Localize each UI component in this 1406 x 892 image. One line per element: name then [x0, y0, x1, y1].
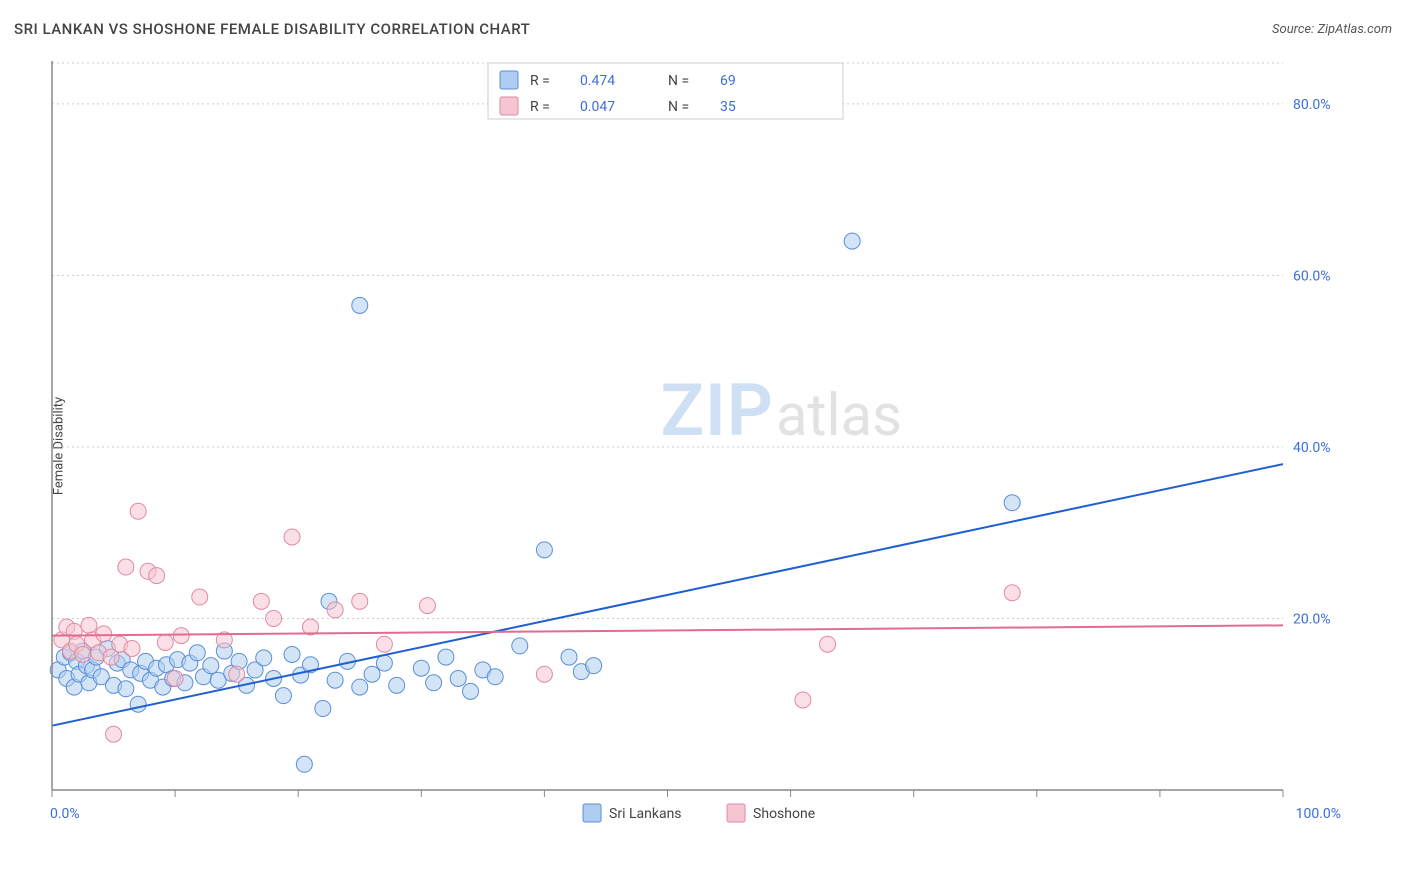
source-attribution: Source: ZipAtlas.com [1272, 22, 1392, 37]
data-point [327, 602, 343, 618]
data-point [229, 666, 245, 682]
source-prefix: Source: [1272, 22, 1317, 37]
data-point [118, 681, 134, 697]
data-point [352, 679, 368, 695]
data-point [426, 675, 442, 691]
data-point [284, 529, 300, 545]
data-point [124, 640, 140, 656]
data-point [795, 692, 811, 708]
legend-r-label: R = [530, 99, 550, 115]
data-point [157, 634, 173, 650]
data-point [376, 636, 392, 652]
data-point [96, 626, 112, 642]
data-point [438, 649, 454, 665]
legend-r-label: R = [530, 73, 550, 89]
data-point [419, 598, 435, 614]
legend-swatch [500, 97, 518, 115]
y-tick-label: 40.0% [1293, 440, 1331, 456]
legend-swatch [727, 804, 745, 822]
data-point [820, 636, 836, 652]
data-point [1004, 585, 1020, 601]
data-point [352, 297, 368, 313]
data-point [327, 672, 343, 688]
data-point [167, 671, 183, 687]
data-point [389, 677, 405, 693]
data-point [203, 658, 219, 674]
x-max-label: 100.0% [1296, 806, 1341, 822]
legend-r-value: 0.047 [580, 99, 615, 115]
data-point [364, 666, 380, 682]
data-point [189, 645, 205, 661]
data-point [192, 589, 208, 605]
data-point [266, 610, 282, 626]
legend-n-value: 69 [720, 73, 736, 89]
data-point [844, 233, 860, 249]
data-point [130, 503, 146, 519]
legend-r-value: 0.474 [580, 73, 615, 89]
data-point [463, 683, 479, 699]
legend-swatch [583, 804, 601, 822]
y-tick-label: 20.0% [1293, 611, 1331, 627]
data-point [413, 660, 429, 676]
data-point [376, 655, 392, 671]
chart-title: SRI LANKAN VS SHOSHONE FEMALE DISABILITY… [14, 20, 530, 38]
data-point [284, 646, 300, 662]
data-point [586, 658, 602, 674]
legend-label: Sri Lankans [609, 806, 682, 822]
data-point [130, 696, 146, 712]
scatter-plot: 20.0% 40.0% 60.0% 80.0% ZIPatlas 0.0% 100.0% Sr… [48, 55, 1353, 830]
data-point [75, 646, 91, 662]
legend-n-label: N = [668, 73, 689, 89]
trend-line [52, 464, 1283, 726]
legend-swatch [500, 71, 518, 89]
data-point [173, 628, 189, 644]
source-name: ZipAtlas.com [1317, 22, 1392, 37]
data-point [487, 669, 503, 685]
legend-n-value: 35 [720, 99, 736, 115]
data-point [118, 559, 134, 575]
data-point [1004, 495, 1020, 511]
x-min-label: 0.0% [50, 806, 80, 822]
data-point [536, 542, 552, 558]
y-tick-label: 80.0% [1293, 97, 1331, 113]
data-point [253, 593, 269, 609]
data-point [81, 617, 97, 633]
data-point [512, 638, 528, 654]
data-point [296, 756, 312, 772]
data-point [450, 671, 466, 687]
trend-line [52, 625, 1283, 635]
data-point [275, 688, 291, 704]
data-point [149, 568, 165, 584]
legend-n-label: N = [668, 99, 689, 115]
legend-label: Shoshone [753, 806, 815, 822]
data-point [352, 593, 368, 609]
data-point [536, 666, 552, 682]
data-point [106, 726, 122, 742]
data-point [256, 650, 272, 666]
data-point [315, 701, 331, 717]
data-point [561, 649, 577, 665]
y-tick-label: 60.0% [1293, 268, 1331, 284]
watermark: ZIPatlas [661, 368, 903, 453]
plot-svg: 20.0% 40.0% 60.0% 80.0% ZIPatlas 0.0% 100.0% Sr… [48, 55, 1353, 830]
